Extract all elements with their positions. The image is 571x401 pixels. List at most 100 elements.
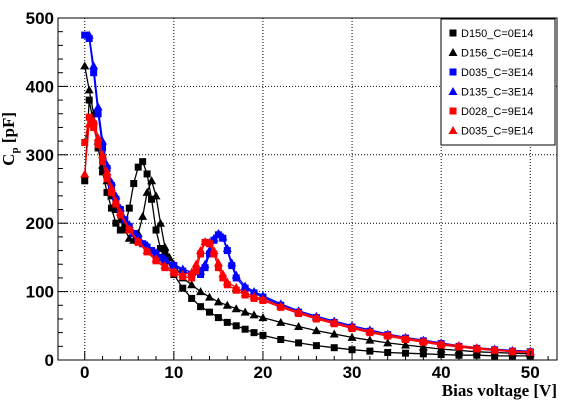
x-tick-label: 50 <box>521 363 540 382</box>
legend-label: D150_C=0E14 <box>461 28 533 40</box>
data-point <box>507 346 517 355</box>
data-point <box>160 242 170 251</box>
data-series <box>80 30 535 360</box>
data-point <box>103 188 111 196</box>
data-point <box>295 339 303 347</box>
x-tick-label: 40 <box>432 363 451 382</box>
data-point <box>160 261 170 270</box>
data-point <box>454 341 464 350</box>
data-point <box>249 287 259 296</box>
data-point <box>222 277 232 286</box>
data-point <box>294 307 304 316</box>
data-point <box>329 329 339 338</box>
data-point <box>219 274 227 282</box>
data-point <box>151 191 161 200</box>
legend-marker <box>448 48 458 56</box>
data-point <box>139 240 147 248</box>
data-point <box>366 347 374 355</box>
data-point <box>209 233 219 242</box>
y-tick-label: 500 <box>26 9 54 28</box>
data-point <box>330 344 338 352</box>
y-tick-label: 0 <box>45 351 54 370</box>
data-point <box>213 297 223 306</box>
data-point <box>84 85 94 94</box>
data-point <box>455 351 463 359</box>
data-point <box>223 318 231 326</box>
data-point <box>90 123 98 131</box>
series-5 <box>81 113 534 356</box>
data-point <box>232 322 240 330</box>
data-point <box>249 291 259 300</box>
data-point <box>99 144 107 152</box>
data-point <box>93 102 103 111</box>
data-point <box>192 267 200 275</box>
data-point <box>178 270 188 278</box>
legend-label: D035_C=3E14 <box>461 67 533 79</box>
data-point <box>107 188 115 196</box>
data-point <box>204 237 214 246</box>
data-point <box>85 113 93 121</box>
data-point <box>178 264 188 273</box>
series-6 <box>80 116 535 356</box>
data-point <box>133 236 143 245</box>
data-point <box>205 308 213 316</box>
data-point <box>99 168 107 176</box>
data-point <box>85 96 93 104</box>
series-line <box>84 114 531 354</box>
x-tick-label: 30 <box>343 363 362 382</box>
data-point <box>196 287 206 296</box>
data-point <box>80 169 90 178</box>
data-point <box>148 195 156 203</box>
data-point <box>258 294 268 303</box>
data-point <box>222 300 232 309</box>
data-point <box>258 313 268 322</box>
data-point <box>187 267 197 276</box>
data-point <box>401 333 411 342</box>
data-point <box>103 175 111 183</box>
data-point <box>142 187 152 196</box>
data-point <box>142 246 152 255</box>
data-point <box>250 329 258 337</box>
data-point <box>312 342 320 350</box>
data-point <box>102 167 112 176</box>
data-point <box>99 158 107 166</box>
data-point <box>276 317 286 326</box>
legend-entry: D035_C=9E14 <box>448 126 533 138</box>
legend-entry: D150_C=0E14 <box>449 28 533 40</box>
data-point <box>231 282 241 291</box>
data-point <box>418 342 428 351</box>
y-axis-title-main: C <box>0 154 18 166</box>
data-point <box>384 348 392 356</box>
data-point <box>436 344 446 353</box>
data-point <box>240 307 250 316</box>
data-point <box>209 246 219 255</box>
data-point <box>179 284 187 292</box>
x-tick-label: 0 <box>80 363 89 382</box>
data-point <box>151 248 161 257</box>
data-point <box>365 326 375 335</box>
x-axis-title: Bias voltage [V] <box>442 381 557 400</box>
data-point <box>419 350 427 358</box>
legend-marker <box>449 107 457 115</box>
plot-frame <box>57 17 558 361</box>
legend-entry: D135_C=3E14 <box>448 87 533 99</box>
data-point <box>383 338 393 347</box>
data-point <box>188 274 196 282</box>
data-point <box>89 116 99 125</box>
data-point <box>436 339 446 348</box>
data-point <box>311 326 321 335</box>
legend-marker <box>448 87 458 95</box>
data-point <box>213 228 223 237</box>
data-point <box>94 110 102 118</box>
y-tick-label: 200 <box>26 214 54 233</box>
data-point <box>311 313 321 322</box>
legend: D150_C=0E14 D156_C=0E14 D035_C=3E14 D135_C=… <box>440 18 556 146</box>
data-point <box>81 31 89 39</box>
data-point <box>169 266 179 275</box>
data-point <box>214 314 222 322</box>
data-point <box>130 229 138 237</box>
data-point <box>152 226 160 234</box>
data-point <box>231 270 241 279</box>
